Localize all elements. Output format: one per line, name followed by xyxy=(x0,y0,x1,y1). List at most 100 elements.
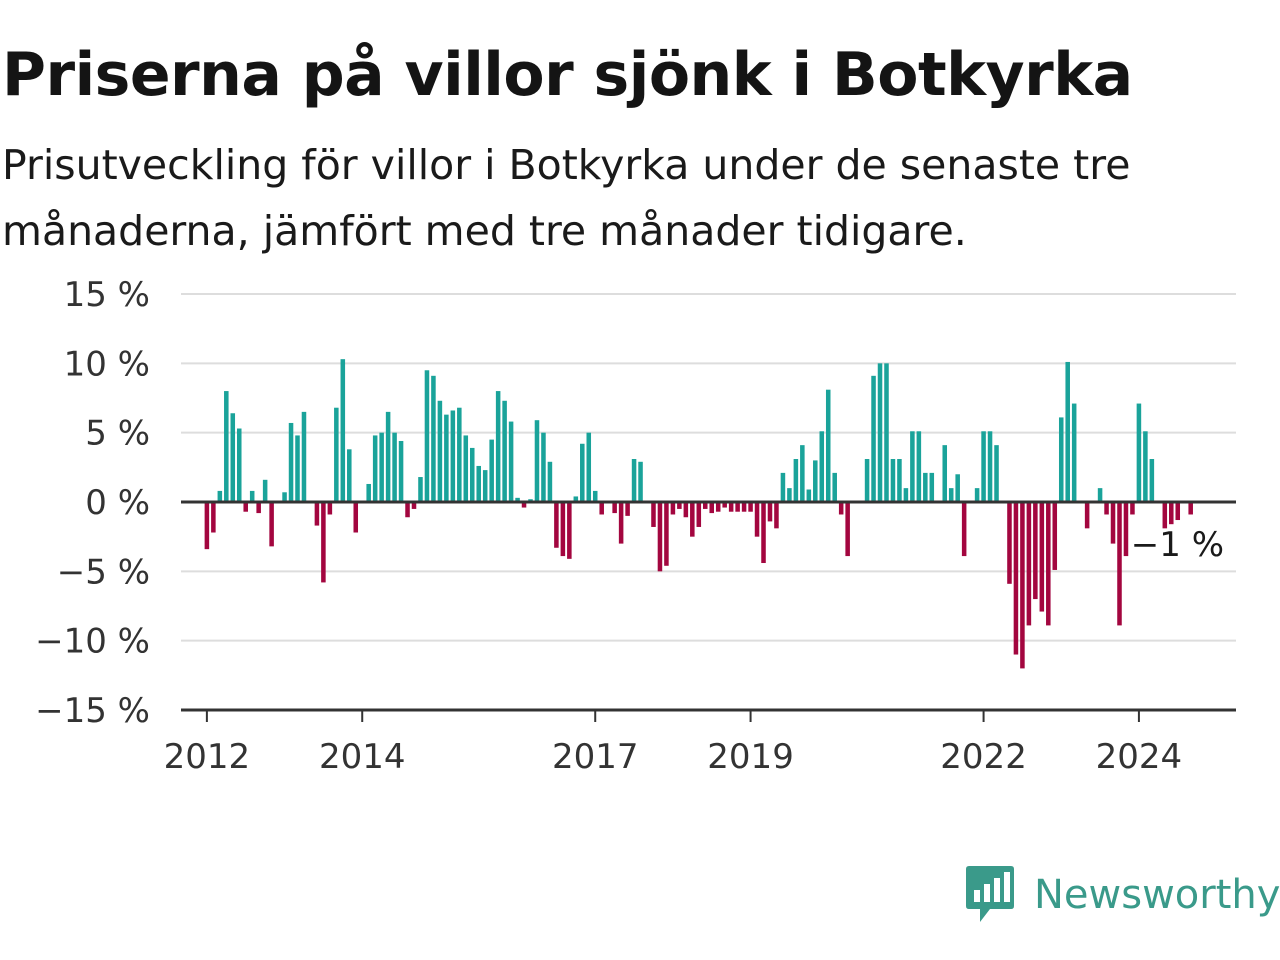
bar xyxy=(482,470,488,502)
bar xyxy=(327,502,333,515)
bar xyxy=(1175,502,1181,521)
bar xyxy=(651,502,656,527)
bar xyxy=(224,391,229,502)
bar xyxy=(385,411,391,502)
x-tick-label: 2014 xyxy=(319,737,406,777)
bar xyxy=(1104,502,1109,515)
bar xyxy=(981,431,986,502)
x-tick-label: 2019 xyxy=(707,737,794,777)
bar xyxy=(774,502,779,529)
bar xyxy=(366,483,371,502)
bar xyxy=(670,502,676,515)
bar xyxy=(890,459,896,502)
bar xyxy=(1065,361,1070,502)
bar xyxy=(1020,502,1025,669)
chart-subtitle: Prisutveckling för villor i Botkyrka und… xyxy=(2,141,1131,255)
bar xyxy=(1143,431,1148,502)
bar xyxy=(690,502,695,537)
bar xyxy=(638,461,643,502)
bar xyxy=(567,502,572,559)
bar xyxy=(696,502,702,527)
bar xyxy=(353,502,359,533)
bar xyxy=(677,502,682,509)
bar xyxy=(217,490,223,502)
bar xyxy=(903,488,909,502)
bar xyxy=(845,502,850,557)
bar xyxy=(1188,502,1193,515)
bar xyxy=(625,502,630,516)
bar xyxy=(586,432,592,502)
bar xyxy=(534,420,540,502)
bar xyxy=(256,502,261,514)
bar xyxy=(942,445,948,502)
bar xyxy=(560,502,566,557)
bar xyxy=(722,502,727,508)
bar xyxy=(1169,502,1174,525)
bar xyxy=(1013,502,1019,655)
x-tick-label: 2022 xyxy=(940,737,1027,777)
bar xyxy=(787,488,792,502)
bar xyxy=(236,428,242,502)
bar xyxy=(405,502,410,518)
bar xyxy=(1162,502,1168,529)
bar xyxy=(897,459,902,502)
bar xyxy=(618,502,624,544)
y-tick-label: −5 % xyxy=(57,552,150,592)
chart-title: Priserna på villor sjönk i Botkyrka xyxy=(2,40,1133,110)
bar xyxy=(1110,502,1116,544)
bar xyxy=(515,497,520,502)
bar xyxy=(657,502,663,572)
bar xyxy=(282,492,287,502)
bar xyxy=(612,502,617,514)
bar xyxy=(301,411,307,502)
bar xyxy=(974,488,980,502)
bar xyxy=(269,502,274,547)
bar xyxy=(761,502,766,564)
bar xyxy=(372,435,378,502)
bar xyxy=(987,431,993,502)
bar xyxy=(806,489,812,502)
bar xyxy=(314,502,320,526)
bar xyxy=(411,502,417,509)
bar xyxy=(334,407,339,502)
bar xyxy=(709,502,714,514)
bar xyxy=(521,502,527,508)
bar xyxy=(295,435,300,502)
bar xyxy=(1033,502,1038,600)
logo-text: Newsworthy xyxy=(1034,872,1280,918)
bar xyxy=(793,459,799,502)
bar xyxy=(871,375,876,502)
bar xyxy=(832,472,837,502)
y-tick-label: −10 % xyxy=(35,622,150,662)
bar xyxy=(923,472,928,502)
bar xyxy=(910,431,915,502)
bar xyxy=(864,459,870,502)
bar xyxy=(1136,403,1142,502)
bar xyxy=(502,400,507,502)
bar xyxy=(929,472,935,502)
bar xyxy=(735,502,740,512)
y-tick-label: 10 % xyxy=(64,344,150,384)
x-tick-label: 2017 xyxy=(552,737,639,777)
bar xyxy=(877,363,883,502)
bar xyxy=(541,432,546,502)
bar xyxy=(489,439,494,502)
bar xyxy=(398,440,404,502)
bar xyxy=(1117,502,1122,626)
bar xyxy=(340,359,346,502)
bar xyxy=(495,391,501,502)
bar xyxy=(204,502,210,550)
bar xyxy=(211,502,216,533)
bar xyxy=(961,502,967,557)
bar xyxy=(1026,502,1032,626)
bar xyxy=(800,445,805,502)
bar xyxy=(884,363,889,502)
y-tick-label: 0 % xyxy=(85,483,150,523)
bar xyxy=(955,474,960,502)
bar-chart-speech-bubble-icon xyxy=(966,866,1014,922)
last-value-label: −1 % xyxy=(1131,525,1224,565)
bar xyxy=(476,465,481,502)
bar xyxy=(1130,502,1135,515)
bar xyxy=(948,488,954,502)
bar xyxy=(437,400,443,502)
